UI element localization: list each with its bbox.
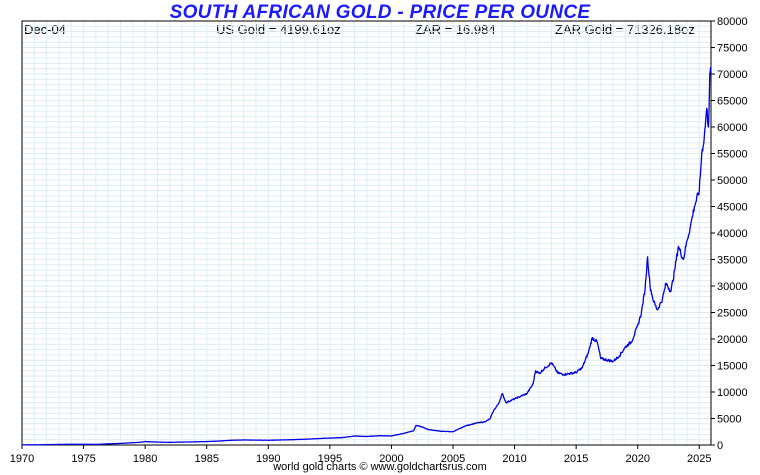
x-tick-label: 1970 — [10, 453, 34, 465]
us-gold-label: US Gold = 4199.61oz — [216, 22, 341, 37]
y-tick-label: 10000 — [717, 387, 748, 399]
y-tick-label: 60000 — [717, 122, 748, 134]
x-tick-label: 2010 — [502, 453, 526, 465]
x-tick-label: 2005 — [441, 453, 465, 465]
y-tick-label: 5000 — [717, 414, 741, 426]
y-tick-label: 55000 — [717, 149, 748, 161]
y-tick-label: 35000 — [717, 255, 748, 267]
y-tick-label: 40000 — [717, 228, 748, 240]
x-tick-label: 2025 — [687, 453, 711, 465]
y-tick-label: 30000 — [717, 281, 748, 293]
x-tick-label: 1990 — [256, 453, 280, 465]
credit-line: world gold charts © www.goldchartsrus.co… — [273, 461, 487, 473]
zar-rate-label: ZAR = 16.984 — [415, 22, 496, 37]
x-tick-label: 1995 — [318, 453, 342, 465]
y-tick-label: 80000 — [717, 16, 748, 28]
y-tick-label: 0 — [717, 440, 723, 452]
y-tick-label: 20000 — [717, 334, 748, 346]
y-tick-label: 15000 — [717, 361, 748, 373]
x-tick-label: 2020 — [625, 453, 649, 465]
chart-title: SOUTH AFRICAN GOLD - PRICE PER OUNCE — [169, 2, 591, 23]
y-tick-label: 65000 — [717, 96, 748, 108]
x-tick-label: 1975 — [71, 453, 95, 465]
y-tick-label: 50000 — [717, 175, 748, 187]
x-tick-label: 1985 — [194, 453, 218, 465]
y-tick-label: 75000 — [717, 43, 748, 55]
x-tick-label: 2015 — [564, 453, 588, 465]
y-tick-label: 70000 — [717, 69, 748, 81]
x-tick-label: 1980 — [133, 453, 157, 465]
price-series-line — [21, 66, 712, 446]
y-tick-label: 45000 — [717, 202, 748, 214]
y-tick-label: 25000 — [717, 308, 748, 320]
x-tick-label: 2000 — [379, 453, 403, 465]
